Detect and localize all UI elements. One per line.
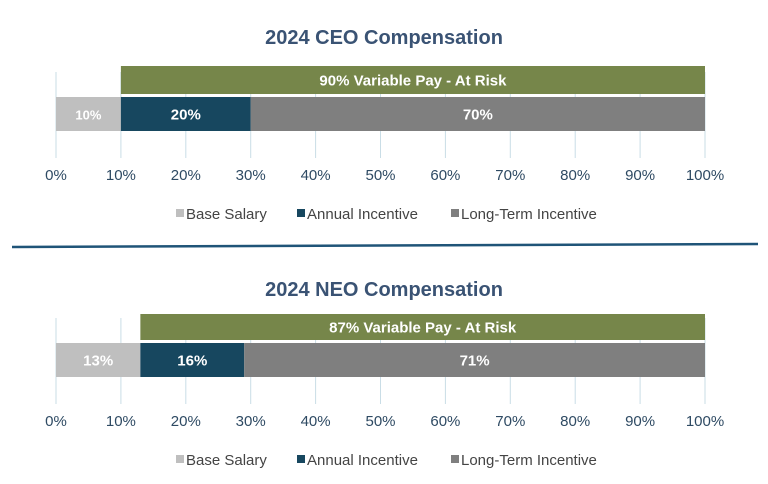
neo-bar-long-term-incentive bbox=[244, 343, 705, 377]
neo-x-tick-label: 30% bbox=[236, 413, 266, 430]
ceo-legend-label: Annual Incentive bbox=[307, 206, 418, 223]
ceo-bar-long-term-incentive bbox=[250, 97, 705, 131]
neo-x-tick-label: 10% bbox=[106, 413, 136, 430]
neo-x-tick-label: 80% bbox=[560, 413, 590, 430]
ceo-legend-swatch bbox=[297, 209, 305, 217]
ceo-variable-pay-label: 90% Variable Pay - At Risk bbox=[319, 73, 507, 90]
section-divider bbox=[11, 242, 759, 249]
neo-variable-pay-banner bbox=[140, 314, 705, 340]
ceo-x-tick-label: 20% bbox=[171, 167, 201, 184]
ceo-x-tick-label: 60% bbox=[430, 167, 460, 184]
ceo-x-tick-label: 80% bbox=[560, 167, 590, 184]
ceo-x-tick-label: 40% bbox=[301, 167, 331, 184]
neo-x-tick-label: 20% bbox=[171, 413, 201, 430]
neo-variable-pay-label: 87% Variable Pay - At Risk bbox=[329, 320, 517, 337]
ceo-x-tick-label: 30% bbox=[236, 167, 266, 184]
neo-x-tick-label: 60% bbox=[430, 413, 460, 430]
ceo-x-tick-label: 90% bbox=[625, 167, 655, 184]
ceo-bar-base-salary bbox=[56, 97, 121, 131]
neo-bar-annual-incentive-label: 16% bbox=[177, 353, 207, 370]
ceo-x-tick-label: 10% bbox=[106, 167, 136, 184]
neo-x-tick-label: 40% bbox=[301, 413, 331, 430]
ceo-x-tick-label: 0% bbox=[45, 167, 67, 184]
ceo-x-tick-label: 70% bbox=[495, 167, 525, 184]
ceo-x-tick-label: 100% bbox=[686, 167, 724, 184]
ceo-legend-label: Long-Term Incentive bbox=[461, 206, 597, 223]
neo-bar-long-term-incentive-label: 71% bbox=[460, 353, 490, 370]
neo-bar-base-salary bbox=[56, 343, 141, 377]
neo-x-tick-label: 50% bbox=[365, 413, 395, 430]
ceo-chart-title: 2024 CEO Compensation bbox=[265, 27, 503, 49]
ceo-bar-long-term-incentive-label: 70% bbox=[463, 107, 493, 124]
neo-x-tick-label: 0% bbox=[45, 413, 67, 430]
neo-legend-label: Annual Incentive bbox=[307, 452, 418, 469]
neo-x-tick-label: 100% bbox=[686, 413, 724, 430]
neo-x-tick-label: 90% bbox=[625, 413, 655, 430]
neo-legend-swatch bbox=[297, 455, 305, 463]
ceo-legend-swatch bbox=[451, 209, 459, 217]
neo-legend-label: Long-Term Incentive bbox=[461, 452, 597, 469]
ceo-x-tick-label: 50% bbox=[365, 167, 395, 184]
neo-chart-title: 2024 NEO Compensation bbox=[265, 279, 503, 301]
ceo-bar-annual-incentive-label: 20% bbox=[171, 107, 201, 124]
ceo-legend-swatch bbox=[176, 209, 184, 217]
neo-bar-base-salary-label: 13% bbox=[83, 353, 113, 370]
ceo-legend-label: Base Salary bbox=[186, 206, 267, 223]
ceo-variable-pay-banner bbox=[120, 66, 705, 94]
neo-x-tick-label: 70% bbox=[495, 413, 525, 430]
neo-legend-swatch bbox=[451, 455, 459, 463]
neo-bar-annual-incentive bbox=[140, 343, 245, 377]
ceo-bar-base-salary-label: 10% bbox=[75, 108, 101, 123]
neo-legend-swatch bbox=[176, 455, 184, 463]
neo-legend-label: Base Salary bbox=[186, 452, 267, 469]
ceo-bar-annual-incentive bbox=[120, 97, 251, 131]
